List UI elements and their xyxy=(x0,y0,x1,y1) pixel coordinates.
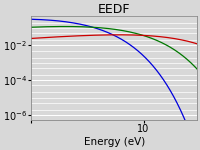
X-axis label: Energy (eV): Energy (eV) xyxy=(84,137,145,147)
Title: EEDF: EEDF xyxy=(98,3,130,16)
